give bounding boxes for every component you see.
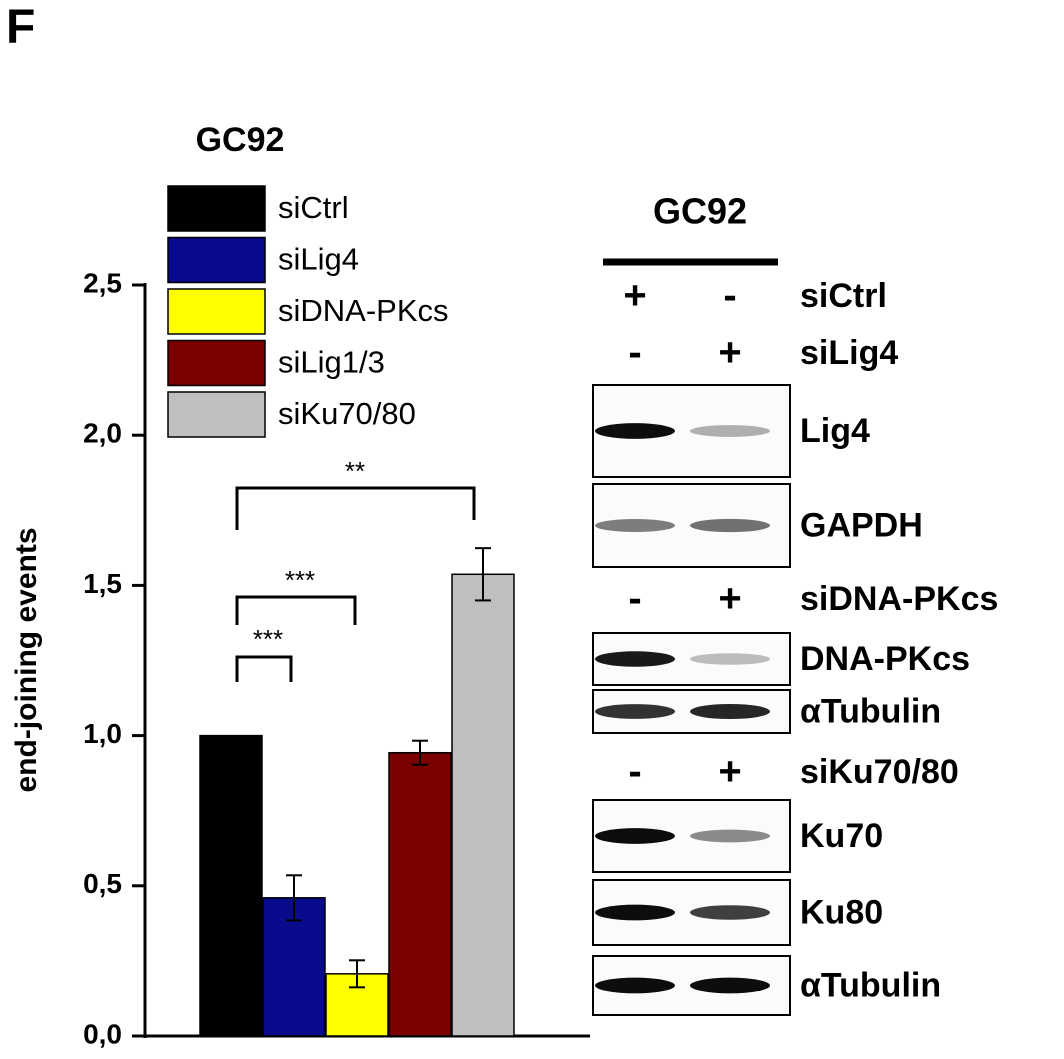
significance-label: ** — [345, 456, 365, 486]
band-label: αTubulin — [800, 692, 941, 730]
blot-band — [690, 977, 770, 994]
blot-band — [690, 905, 770, 920]
treatment-label: siKu70/80 — [800, 753, 959, 791]
treatment-label: siDNA-PKcs — [800, 580, 998, 618]
blot-band — [595, 651, 675, 667]
y-tick-label: 1,5 — [83, 568, 122, 599]
significance-label: *** — [253, 624, 283, 654]
treatment-sign: - — [628, 331, 641, 375]
blot-band — [690, 829, 770, 843]
band-label: GAPDH — [800, 506, 923, 544]
treatment-label: siCtrl — [800, 277, 887, 315]
blot-band — [690, 518, 770, 533]
band-label: Lig4 — [800, 412, 870, 450]
legend-swatch — [167, 288, 266, 335]
treatment-sign: - — [723, 274, 736, 318]
y-tick-label: 0,5 — [83, 868, 122, 899]
blot-band — [595, 423, 675, 439]
legend-swatch — [167, 339, 266, 387]
legend-swatch — [167, 236, 266, 284]
treatment-sign: + — [718, 331, 741, 375]
treatment-sign: - — [628, 750, 641, 794]
legend-label: siDNA-PKcs — [278, 293, 449, 328]
blot-band — [690, 425, 770, 437]
bar — [451, 573, 515, 1037]
y-tick-label: 2,0 — [83, 418, 122, 449]
band-label: Ku80 — [800, 893, 883, 931]
y-axis-label: end-joining events — [10, 527, 43, 792]
legend-label: siCtrl — [278, 190, 349, 225]
treatment-sign: + — [718, 577, 741, 621]
blot-band — [595, 904, 675, 921]
legend-label: siKu70/80 — [278, 396, 416, 431]
chart-title: GC92 — [196, 121, 285, 159]
treatment-sign: - — [628, 577, 641, 621]
blot-band — [595, 519, 675, 532]
legend-swatch — [167, 391, 266, 438]
blot-band — [595, 828, 675, 844]
panel-label: F — [6, 1, 35, 54]
blot-band — [595, 977, 675, 994]
band-label: DNA-PKcs — [800, 640, 970, 678]
bar — [199, 734, 263, 1037]
y-tick-label: 2,5 — [83, 267, 122, 298]
legend-label: siLig4 — [278, 242, 359, 277]
blot-band — [690, 653, 770, 665]
significance-bracket — [235, 655, 293, 682]
significance-label: *** — [285, 565, 315, 595]
treatment-sign: + — [623, 274, 646, 318]
significance-bracket — [235, 486, 476, 530]
legend-label: siLig1/3 — [278, 345, 385, 380]
blot-band — [690, 703, 770, 720]
blot-title: GC92 — [653, 191, 747, 232]
treatment-label: siLig4 — [800, 334, 898, 372]
legend-swatch — [167, 185, 266, 232]
bar — [388, 751, 452, 1037]
band-label: Ku70 — [800, 817, 883, 855]
significance-bracket — [235, 595, 357, 625]
y-tick-label: 0,0 — [83, 1018, 122, 1049]
blot-band — [595, 704, 675, 719]
y-tick-label: 1,0 — [83, 718, 122, 749]
band-label: αTubulin — [800, 966, 941, 1004]
treatment-sign: + — [718, 750, 741, 794]
